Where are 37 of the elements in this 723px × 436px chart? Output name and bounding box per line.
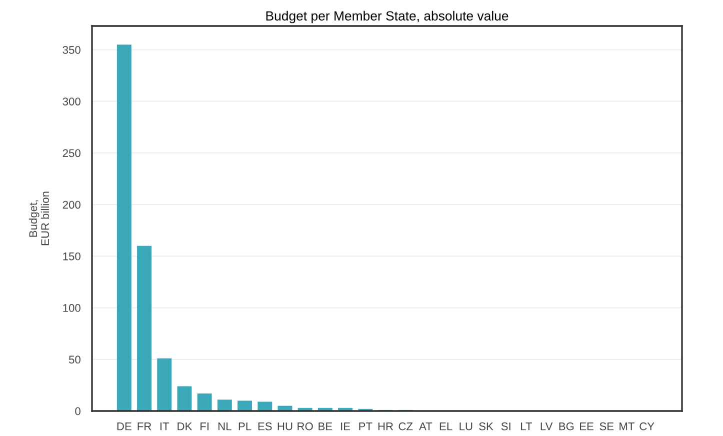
x-tick-label: FR xyxy=(138,422,152,430)
x-tick-label: SI xyxy=(501,422,510,430)
x-tick-label: CZ xyxy=(398,422,413,430)
x-tick-label: EL xyxy=(440,422,452,430)
x-tick-label: LU xyxy=(460,422,472,430)
y-tick-label: 0 xyxy=(75,407,80,416)
x-tick-label: BG xyxy=(559,422,574,430)
x-tick-label: HU xyxy=(278,422,292,430)
x-tick-label: DE xyxy=(117,422,132,430)
x-tick-label: IE xyxy=(341,422,350,430)
y-tick-label: 50 xyxy=(68,356,80,364)
x-tick-label: MT xyxy=(620,422,634,430)
x-tick-label: HR xyxy=(378,422,393,430)
y-tick-label: 350 xyxy=(62,46,80,54)
y-tick-label: 250 xyxy=(62,149,80,158)
x-tick-label: AT xyxy=(419,422,432,430)
chart-title: Budget per Member State, absolute value xyxy=(266,10,508,24)
y-tick-label: 150 xyxy=(63,252,80,260)
x-tick-label: EE xyxy=(580,422,594,430)
x-tick-label: DK xyxy=(178,422,192,430)
y-axis-title: Budget, EUR billion xyxy=(28,192,50,246)
x-tick-label: SK xyxy=(479,422,494,430)
x-tick-label: PT xyxy=(359,422,372,430)
x-tick-label: LT xyxy=(521,422,532,430)
y-tick-label: 100 xyxy=(63,304,80,312)
x-tick-label: NL xyxy=(218,422,232,430)
y-tick-label: 300 xyxy=(62,98,80,106)
x-tick-label: ES xyxy=(258,422,272,430)
x-tick-label: RO xyxy=(298,422,313,430)
x-tick-label: IT xyxy=(160,422,170,430)
x-tick-label: BE xyxy=(318,422,332,430)
x-tick-label: PL xyxy=(238,422,252,430)
x-tick-label: CY xyxy=(640,422,654,430)
x-tick-label: FI xyxy=(200,422,208,430)
x-tick-label: SE xyxy=(600,422,614,430)
x-tick-label: LV xyxy=(540,422,553,430)
y-tick-label: 200 xyxy=(62,200,80,209)
